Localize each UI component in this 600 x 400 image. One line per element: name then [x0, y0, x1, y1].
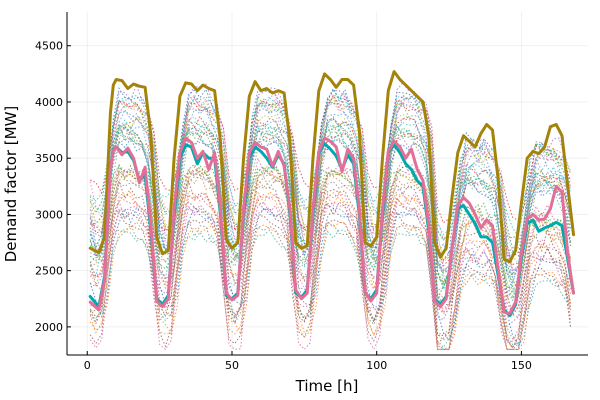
y-axis-label: Demand factor [MW]	[2, 106, 20, 263]
background-series-line	[90, 172, 572, 300]
background-series-line	[89, 135, 572, 295]
highlight-series-line	[88, 70, 575, 264]
background-series-line	[89, 115, 572, 261]
background-series-line	[89, 122, 572, 299]
y-tick-label: 2000	[35, 321, 63, 334]
background-series-line	[89, 102, 572, 284]
y-tick-label: 3500	[35, 152, 63, 165]
background-series-line	[89, 115, 572, 293]
tick-labels: 0 50 100 150 2000 2500 3000 3500 4000 4500	[35, 40, 532, 372]
background-series-line	[89, 200, 572, 328]
background-series-line	[89, 179, 572, 349]
y-tick-label: 4000	[35, 96, 63, 109]
background-series-line	[89, 165, 572, 318]
highlight-series-line	[88, 136, 575, 315]
y-tick-label: 4500	[35, 40, 63, 53]
y-tick-label: 2500	[35, 265, 63, 278]
background-series-line	[89, 229, 571, 349]
background-series-line	[90, 191, 572, 343]
background-series-line	[89, 201, 572, 351]
x-tick-label: 150	[511, 359, 532, 372]
background-series-line	[89, 123, 572, 306]
x-tick-label: 100	[366, 359, 387, 372]
x-axis-label: Time [h]	[295, 377, 359, 395]
highlight-series-group	[88, 70, 575, 318]
x-tick-label: 0	[84, 359, 91, 372]
background-series-line	[89, 117, 572, 280]
background-series-line	[89, 190, 572, 350]
background-series-line	[89, 218, 572, 350]
background-series-line	[89, 167, 572, 341]
x-tick-label: 50	[225, 359, 239, 372]
y-tick-label: 3000	[35, 208, 63, 221]
axes	[66, 12, 588, 356]
background-series-line	[89, 164, 572, 300]
